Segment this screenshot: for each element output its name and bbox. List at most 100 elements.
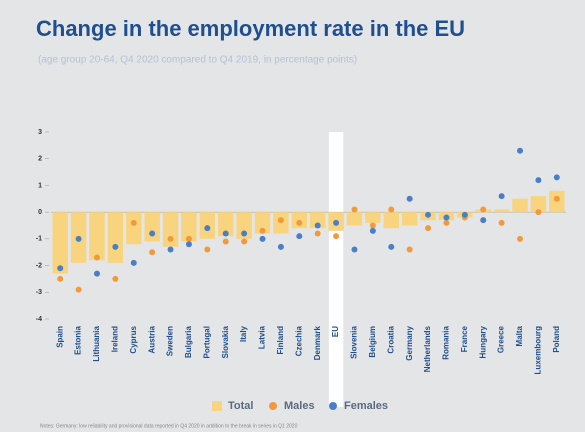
dot <box>369 227 376 234</box>
y-tick-label: -3 <box>36 289 42 296</box>
dot <box>112 243 119 250</box>
dot <box>406 195 413 202</box>
dot <box>333 219 340 226</box>
x-tick-label: Slovenia <box>350 325 359 358</box>
x-tick-label: Poland <box>552 326 561 353</box>
bar <box>254 212 271 234</box>
bar <box>236 212 252 239</box>
x-tick-label: Belgium <box>368 326 377 358</box>
y-tick-label: 0 <box>38 209 42 216</box>
dot <box>204 225 211 232</box>
dot <box>296 233 303 240</box>
dot <box>296 219 303 226</box>
dot <box>480 206 487 213</box>
legend-label: Females <box>344 400 388 412</box>
dot <box>314 230 321 237</box>
dot <box>369 222 376 229</box>
x-tick-label: France <box>460 325 469 352</box>
y-tick-label: 2 <box>38 156 42 163</box>
chart-title: Change in the employment rate in the EU <box>36 16 465 41</box>
dot <box>185 241 192 248</box>
dot <box>553 174 560 181</box>
dot <box>480 217 487 224</box>
dot <box>443 219 450 226</box>
bar <box>107 212 124 263</box>
dot <box>406 246 413 253</box>
x-tick-label: Spain <box>55 326 64 348</box>
dot <box>57 265 64 272</box>
dot <box>535 209 542 216</box>
dot <box>498 193 505 200</box>
y-tick-label: -4 <box>36 316 42 323</box>
x-tick-label: EU <box>331 326 340 337</box>
dot <box>388 206 395 213</box>
dot <box>222 238 229 245</box>
dot <box>149 230 156 237</box>
dot <box>222 230 229 237</box>
x-tick-label: Latvia <box>258 325 267 349</box>
bar <box>218 212 234 237</box>
dot <box>112 275 119 282</box>
bar <box>512 198 528 213</box>
x-tick-label: Malta <box>515 325 524 346</box>
x-tick-label: Slovakia <box>221 325 230 358</box>
y-tick-label: 1 <box>38 182 42 189</box>
dot <box>535 177 542 184</box>
dot <box>553 195 560 202</box>
dot <box>425 225 432 232</box>
chart-subtitle: (age group 20-64, Q4 2020 compared to Q4… <box>38 55 357 66</box>
dot <box>443 214 450 221</box>
x-tick-label: Finland <box>276 326 285 355</box>
dot <box>75 235 82 242</box>
bar <box>89 212 105 261</box>
legend-swatch <box>212 401 222 411</box>
bar <box>401 212 418 226</box>
x-tick-label: Netherlands <box>423 325 432 372</box>
bar <box>126 212 142 245</box>
x-tick-label: Estonia <box>74 325 83 354</box>
dot <box>57 275 64 282</box>
dot <box>167 246 174 253</box>
dot <box>93 270 100 277</box>
bar <box>162 212 179 247</box>
dot <box>314 222 321 229</box>
dot <box>351 246 358 253</box>
dot <box>277 217 284 224</box>
legend-swatch <box>329 402 337 410</box>
x-tick-label: Bulgaria <box>184 325 193 358</box>
y-tick-label: -2 <box>36 262 42 269</box>
x-tick-label: Croatia <box>386 325 395 353</box>
dot <box>259 227 266 234</box>
bar <box>181 212 197 242</box>
dot <box>425 211 432 218</box>
y-tick-label: 3 <box>38 129 42 136</box>
bar <box>383 212 399 229</box>
x-tick-label: Portugal <box>202 326 211 358</box>
dot <box>130 219 137 226</box>
x-tick-label: Czechia <box>294 325 303 356</box>
x-tick-label: Italy <box>239 325 248 342</box>
dot <box>351 206 358 213</box>
x-tick-label: Greece <box>497 325 506 353</box>
dot <box>517 235 524 242</box>
x-tick-label: Cyprus <box>129 325 138 353</box>
note: Notes: Germany: low reliability and prov… <box>40 423 298 429</box>
dot <box>461 211 468 218</box>
dot <box>388 243 395 250</box>
legend-label: Total <box>228 400 253 412</box>
bar <box>493 209 510 213</box>
x-tick-label: Ireland <box>110 326 119 352</box>
highlight-band <box>328 132 344 407</box>
x-tick-label: Sweden <box>166 326 175 356</box>
dot <box>185 235 192 242</box>
x-tick-label: Austria <box>147 325 156 353</box>
dot <box>333 233 340 240</box>
x-tick-label: Romania <box>442 325 451 359</box>
dot <box>517 147 524 154</box>
dot <box>93 254 100 261</box>
legend-swatch <box>269 402 277 410</box>
dot <box>259 235 266 242</box>
bar <box>309 212 326 229</box>
bar <box>144 212 160 242</box>
